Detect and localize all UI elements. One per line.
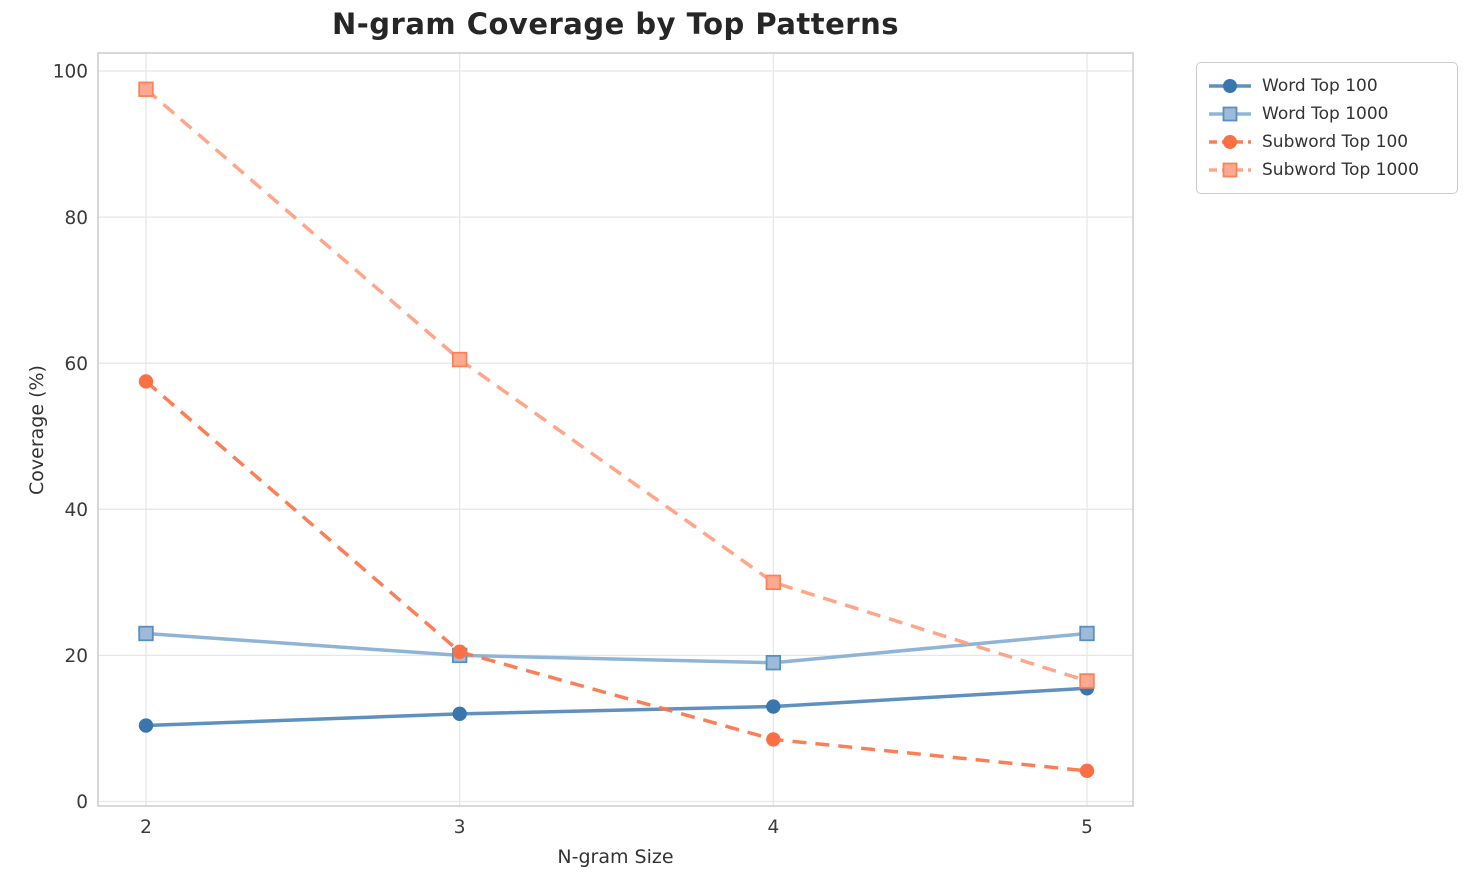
data-point-marker bbox=[138, 625, 154, 642]
data-point-marker bbox=[452, 706, 467, 722]
legend-item-subword-top-100: Subword Top 100 bbox=[1207, 128, 1447, 156]
legend-sample-marker bbox=[1223, 79, 1237, 93]
legend-label: Subword Top 100 bbox=[1262, 132, 1409, 152]
legend-sample-marker bbox=[1223, 135, 1237, 149]
series-line-word-top-100 bbox=[145, 686, 1088, 728]
series-line-word-top-1000 bbox=[145, 631, 1088, 665]
data-point-marker bbox=[765, 574, 782, 591]
x-tick-label: 4 bbox=[767, 817, 779, 838]
data-point-marker bbox=[451, 351, 468, 368]
plot-border bbox=[97, 52, 1134, 807]
legend-line-sample bbox=[1209, 162, 1251, 178]
series-line-subword-top-100 bbox=[144, 380, 1088, 773]
y-axis-label: Coverage (%) bbox=[26, 365, 48, 495]
x-tick-label: 5 bbox=[1081, 817, 1093, 838]
data-point-marker bbox=[138, 374, 154, 389]
y-tick-label: 20 bbox=[64, 646, 88, 667]
series-line-subword-top-1000 bbox=[144, 87, 1088, 683]
legend-line-sample bbox=[1209, 79, 1251, 93]
x-tick-label: 2 bbox=[140, 817, 152, 838]
data-point-marker bbox=[1079, 625, 1095, 642]
y-tick-label: 40 bbox=[64, 500, 88, 521]
legend: Word Top 100 Word Top 1000 Subword Top 100… bbox=[1196, 62, 1458, 194]
data-point-marker bbox=[765, 655, 782, 671]
legend-item-word-top-1000: Word Top 1000 bbox=[1207, 100, 1447, 128]
legend-label: Word Top 1000 bbox=[1262, 104, 1389, 124]
y-tick-label: 60 bbox=[64, 354, 88, 375]
data-point-marker bbox=[766, 699, 781, 714]
legend-line-sample bbox=[1209, 106, 1251, 122]
y-tick-label: 0 bbox=[76, 792, 88, 813]
legend-item-subword-top-1000: Subword Top 1000 bbox=[1207, 156, 1447, 184]
legend-sample-marker bbox=[1222, 162, 1238, 178]
y-tick-label: 80 bbox=[64, 208, 88, 229]
y-tick-label: 100 bbox=[53, 62, 88, 83]
data-point-marker bbox=[452, 644, 467, 659]
legend-line-sample bbox=[1209, 135, 1251, 149]
data-point-marker bbox=[766, 732, 781, 747]
legend-sample-marker bbox=[1222, 106, 1238, 122]
chart-title: N-gram Coverage by Top Patterns bbox=[331, 7, 900, 41]
data-point-marker bbox=[1079, 673, 1095, 689]
legend-label: Subword Top 1000 bbox=[1262, 160, 1419, 180]
x-tick-label: 3 bbox=[454, 817, 466, 838]
data-point-marker bbox=[138, 718, 154, 733]
data-point-marker bbox=[1079, 763, 1095, 779]
legend-label: Word Top 100 bbox=[1262, 76, 1378, 96]
x-axis-label: N-gram Size bbox=[557, 846, 674, 868]
legend-item-word-top-100: Word Top 100 bbox=[1207, 72, 1447, 100]
data-point-marker bbox=[138, 81, 154, 97]
